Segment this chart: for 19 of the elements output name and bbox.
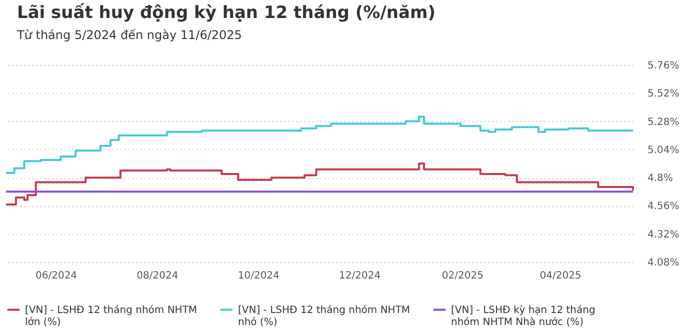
x-tick-label: 12/2024 bbox=[339, 270, 381, 282]
y-tick-label: 5.28% bbox=[648, 116, 680, 128]
legend-label: [VN] - LSHĐ 12 tháng nhóm NHTM lớn (%) bbox=[25, 304, 198, 328]
y-tick-label: 5.52% bbox=[648, 88, 680, 100]
chart-subtitle: Từ tháng 5/2024 đến ngày 11/6/2025 bbox=[16, 28, 242, 42]
x-tick-label: 06/2024 bbox=[35, 270, 78, 282]
legend-label: [VN] - LSHĐ kỳ hạn 12 tháng nhóm NHTM Nhà nước (%) bbox=[451, 304, 596, 328]
x-tick-label: 10/2024 bbox=[238, 270, 280, 282]
x-tick-label: 08/2024 bbox=[136, 270, 178, 282]
chart-title: Lãi suất huy động kỳ hạn 12 tháng (%/năm) bbox=[17, 3, 436, 23]
x-tick-label: 02/2025 bbox=[442, 270, 484, 282]
y-tick-label: 4.56% bbox=[648, 201, 680, 212]
y-tick-label: 5.76% bbox=[648, 60, 680, 72]
y-tick-label: 5.04% bbox=[648, 144, 680, 156]
legend-label: [VN] - LSHĐ 12 tháng nhóm NHTM nhỏ (%) bbox=[238, 304, 410, 328]
y-tick-label: 4.08% bbox=[648, 258, 680, 268]
y-tick-label: 4.32% bbox=[648, 229, 680, 240]
x-tick-label: 04/2025 bbox=[540, 270, 582, 282]
y-tick-label: 4.8% bbox=[648, 173, 673, 184]
